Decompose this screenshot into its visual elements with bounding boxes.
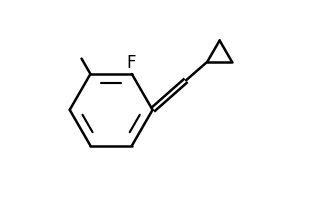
Text: F: F	[126, 54, 136, 72]
